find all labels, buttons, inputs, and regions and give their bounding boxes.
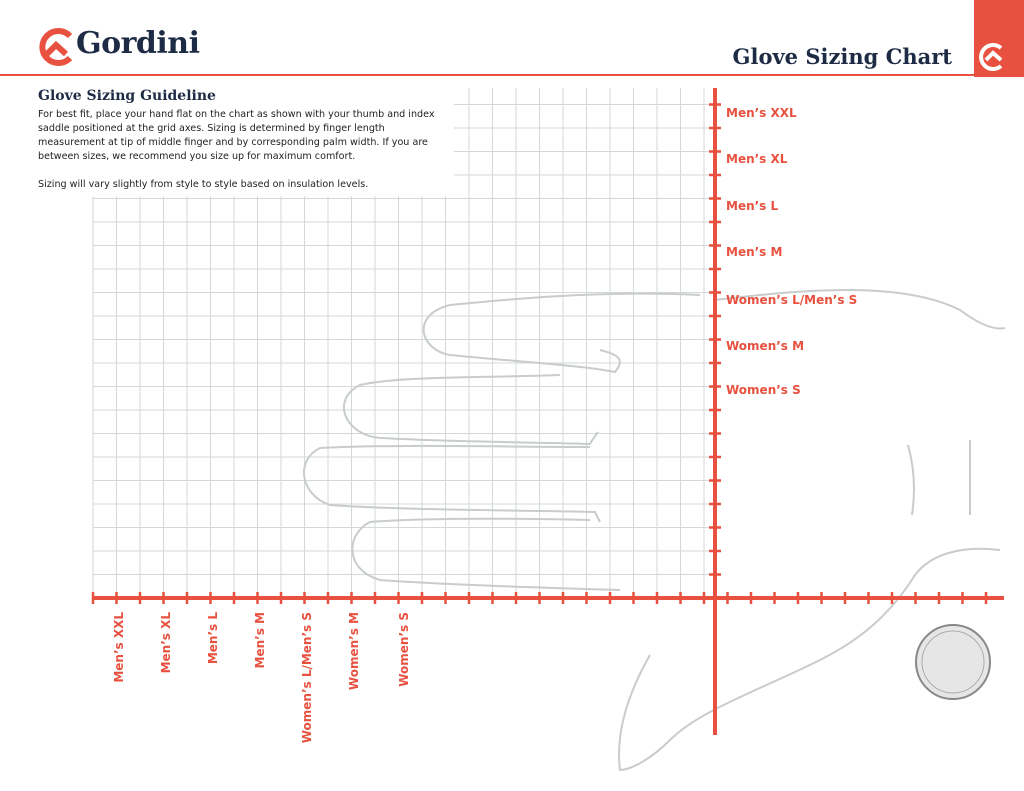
- vertical-size-label: Men’s L: [726, 199, 779, 213]
- horizontal-size-label: Women’s L/Men’s S: [300, 612, 314, 744]
- hand-outline: [303, 289, 1006, 772]
- finger-2: [342, 374, 599, 446]
- vertical-size-label: Men’s XL: [726, 152, 788, 166]
- horizontal-size-label: Men’s XL: [159, 612, 173, 674]
- hand-top: [714, 289, 1006, 330]
- square-icon-arc: [979, 43, 1003, 71]
- finger-3: [303, 444, 601, 523]
- vertical-size-label: Men’s M: [726, 245, 783, 259]
- horizontal-size-label: Men’s L: [206, 612, 220, 665]
- horizontal-size-label: Men’s M: [253, 612, 267, 669]
- square-icon: [979, 43, 1003, 71]
- horizontal-size-label: Men’s XXL: [112, 612, 126, 683]
- wrist-1: [907, 444, 915, 516]
- guideline-box: Glove Sizing Guideline For best fit, pla…: [30, 88, 454, 196]
- finger-4: [351, 517, 621, 591]
- finger-1: [422, 292, 701, 374]
- guideline-note: Sizing will vary slightly from style to …: [38, 179, 369, 190]
- thumb: [618, 547, 1001, 772]
- horizontal-size-label: Women’s S: [397, 612, 411, 687]
- guideline-text: For best fit, place your hand flat on th…: [38, 109, 435, 162]
- page-title: Glove Sizing Chart: [732, 44, 952, 69]
- vertical-size-label: Women’s S: [726, 383, 801, 397]
- brand-name: Gordini: [76, 26, 200, 61]
- vertical-size-label: Women’s M: [726, 339, 805, 353]
- quarter-rim: [921, 630, 985, 694]
- guideline-title: Glove Sizing Guideline: [38, 88, 216, 104]
- brand-icon-peak: [44, 40, 69, 57]
- vertical-size-label: Men’s XXL: [726, 106, 797, 120]
- brand-icon: [39, 28, 73, 66]
- axes: [91, 88, 1004, 735]
- horizontal-size-label: Women’s M: [347, 612, 361, 691]
- square-icon-peak: [984, 50, 1003, 62]
- quarter-coin: [915, 624, 991, 700]
- vertical-size-label: Women’s L/Men’s S: [726, 293, 858, 307]
- brand-icon-arc: [39, 28, 73, 66]
